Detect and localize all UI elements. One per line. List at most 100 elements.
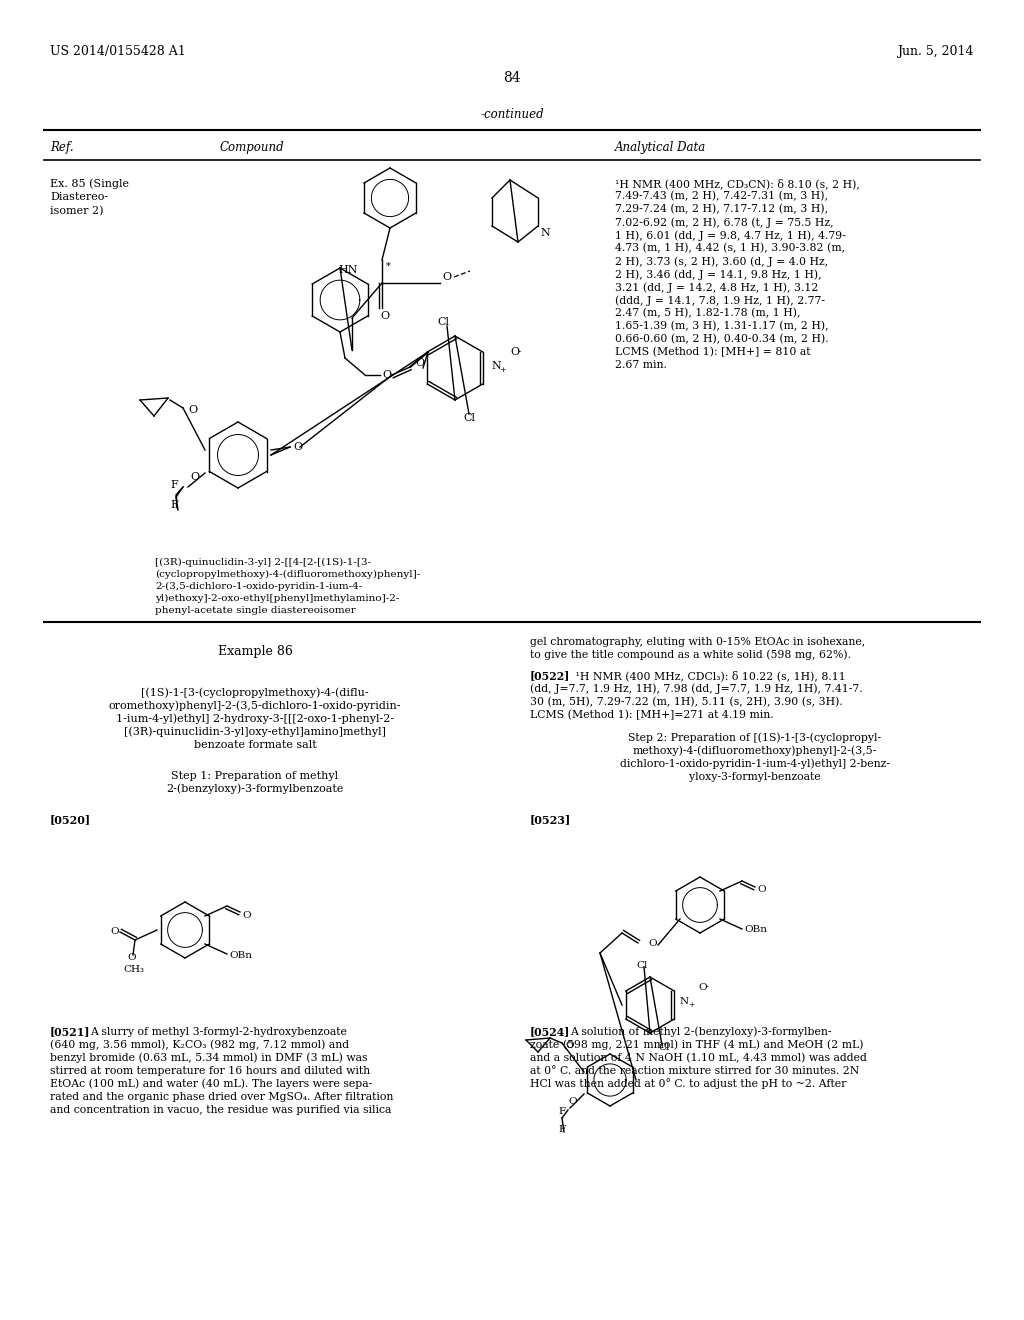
Text: A slurry of methyl 3-formyl-2-hydroxybenzoate: A slurry of methyl 3-formyl-2-hydroxyben… — [90, 1027, 347, 1038]
Text: O: O — [415, 358, 424, 368]
Text: O: O — [381, 312, 389, 321]
Text: 2-(benzyloxy)-3-formylbenzoate: 2-(benzyloxy)-3-formylbenzoate — [166, 784, 344, 795]
Text: gel chromatography, eluting with 0-15% EtOAc in isohexane,: gel chromatography, eluting with 0-15% E… — [530, 638, 865, 647]
Text: CH₃: CH₃ — [123, 965, 144, 974]
Text: 1-ium-4-yl)ethyl] 2-hydroxy-3-[[[2-oxo-1-phenyl-2-: 1-ium-4-yl)ethyl] 2-hydroxy-3-[[[2-oxo-1… — [116, 714, 394, 725]
Text: Step 2: Preparation of [(1S)-1-[3-(cyclopropyl-: Step 2: Preparation of [(1S)-1-[3-(cyclo… — [629, 733, 882, 743]
Text: Analytical Data: Analytical Data — [615, 141, 707, 154]
Text: isomer 2): isomer 2) — [50, 206, 103, 216]
Text: 7.02-6.92 (m, 2 H), 6.78 (t, J = 75.5 Hz,: 7.02-6.92 (m, 2 H), 6.78 (t, J = 75.5 Hz… — [615, 216, 834, 227]
Text: Cl: Cl — [437, 317, 449, 327]
Text: 1.65-1.39 (m, 3 H), 1.31-1.17 (m, 2 H),: 1.65-1.39 (m, 3 H), 1.31-1.17 (m, 2 H), — [615, 321, 828, 331]
Text: +: + — [688, 1001, 694, 1008]
Text: [0522]: [0522] — [530, 671, 570, 681]
Text: methoxy)-4-(difluoromethoxy)phenyl]-2-(3,5-: methoxy)-4-(difluoromethoxy)phenyl]-2-(3… — [633, 746, 878, 756]
Text: dichloro-1-oxido-pyridin-1-ium-4-yl)ethyl] 2-benz-: dichloro-1-oxido-pyridin-1-ium-4-yl)ethy… — [620, 759, 890, 770]
Text: at 0° C. and the reaction mixture stirred for 30 minutes. 2N: at 0° C. and the reaction mixture stirre… — [530, 1067, 859, 1076]
Text: O: O — [293, 442, 302, 451]
Text: benzoate formate salt: benzoate formate salt — [194, 741, 316, 750]
Text: -: - — [706, 982, 709, 991]
Text: O: O — [382, 370, 391, 380]
Text: 2 H), 3.73 (s, 2 H), 3.60 (d, J = 4.0 Hz,: 2 H), 3.73 (s, 2 H), 3.60 (d, J = 4.0 Hz… — [615, 256, 828, 267]
Text: [0520]: [0520] — [50, 814, 91, 825]
Text: O: O — [442, 272, 452, 282]
Text: Example 86: Example 86 — [217, 645, 293, 659]
Text: and concentration in vacuo, the residue was purified via silica: and concentration in vacuo, the residue … — [50, 1105, 391, 1115]
Text: [(1S)-1-[3-(cyclopropylmethoxy)-4-(diflu-: [(1S)-1-[3-(cyclopropylmethoxy)-4-(diflu… — [141, 688, 369, 698]
Text: [0524]: [0524] — [530, 1027, 570, 1038]
Text: phenyl-acetate single diastereoisomer: phenyl-acetate single diastereoisomer — [155, 606, 355, 615]
Text: Cl: Cl — [463, 413, 475, 422]
Text: Ex. 85 (Single: Ex. 85 (Single — [50, 178, 129, 189]
Text: Compound: Compound — [220, 141, 285, 154]
Text: oromethoxy)phenyl]-2-(3,5-dichloro-1-oxido-pyridin-: oromethoxy)phenyl]-2-(3,5-dichloro-1-oxi… — [109, 701, 401, 711]
Text: (dd, J=7.7, 1.9 Hz, 1H), 7.98 (dd, J=7.7, 1.9 Hz, 1H), 7.41-7.: (dd, J=7.7, 1.9 Hz, 1H), 7.98 (dd, J=7.7… — [530, 684, 862, 694]
Text: N: N — [680, 997, 689, 1006]
Text: [0523]: [0523] — [530, 814, 571, 825]
Text: HCl was then added at 0° C. to adjust the pH to ~2. After: HCl was then added at 0° C. to adjust th… — [530, 1078, 847, 1089]
Text: *: * — [386, 261, 391, 271]
Text: LCMS (Method 1): [MH+]=271 at 4.19 min.: LCMS (Method 1): [MH+]=271 at 4.19 min. — [530, 710, 773, 721]
Text: zoate (598 mg, 2.21 mmol) in THF (4 mL) and MeOH (2 mL): zoate (598 mg, 2.21 mmol) in THF (4 mL) … — [530, 1040, 863, 1051]
Text: 0.66-0.60 (m, 2 H), 0.40-0.34 (m, 2 H).: 0.66-0.60 (m, 2 H), 0.40-0.34 (m, 2 H). — [615, 334, 828, 345]
Text: [(3R)-quinuclidin-3-yl]oxy-ethyl]amino]methyl]: [(3R)-quinuclidin-3-yl]oxy-ethyl]amino]m… — [124, 727, 386, 738]
Text: Ref.: Ref. — [50, 141, 74, 154]
Text: Cl: Cl — [636, 961, 647, 969]
Text: Cl: Cl — [658, 1043, 670, 1052]
Text: A solution of methyl 2-(benzyloxy)-3-formylben-: A solution of methyl 2-(benzyloxy)-3-for… — [570, 1027, 831, 1038]
Text: 7.49-7.43 (m, 2 H), 7.42-7.31 (m, 3 H),: 7.49-7.43 (m, 2 H), 7.42-7.31 (m, 3 H), — [615, 191, 828, 202]
Text: 30 (m, 5H), 7.29-7.22 (m, 1H), 5.11 (s, 2H), 3.90 (s, 3H).: 30 (m, 5H), 7.29-7.22 (m, 1H), 5.11 (s, … — [530, 697, 843, 708]
Text: US 2014/0155428 A1: US 2014/0155428 A1 — [50, 45, 185, 58]
Text: O: O — [188, 405, 198, 414]
Text: [0521]: [0521] — [50, 1027, 90, 1038]
Text: benzyl bromide (0.63 mL, 5.34 mmol) in DMF (3 mL) was: benzyl bromide (0.63 mL, 5.34 mmol) in D… — [50, 1053, 368, 1064]
Text: 2.67 min.: 2.67 min. — [615, 360, 667, 370]
Text: O: O — [648, 939, 656, 948]
Text: O: O — [568, 1097, 577, 1106]
Text: OBn: OBn — [229, 950, 252, 960]
Text: F: F — [558, 1126, 565, 1134]
Text: 2-(3,5-dichloro-1-oxido-pyridin-1-ium-4-: 2-(3,5-dichloro-1-oxido-pyridin-1-ium-4- — [155, 582, 362, 591]
Text: 7.29-7.24 (m, 2 H), 7.17-7.12 (m, 3 H),: 7.29-7.24 (m, 2 H), 7.17-7.12 (m, 3 H), — [615, 205, 828, 214]
Text: EtOAc (100 mL) and water (40 mL). The layers were sepa-: EtOAc (100 mL) and water (40 mL). The la… — [50, 1078, 373, 1089]
Text: -: - — [518, 347, 521, 356]
Text: O: O — [242, 911, 251, 920]
Text: Diastereo-: Diastereo- — [50, 191, 109, 202]
Text: (ddd, J = 14.1, 7.8, 1.9 Hz, 1 H), 2.77-: (ddd, J = 14.1, 7.8, 1.9 Hz, 1 H), 2.77- — [615, 294, 825, 305]
Text: +: + — [499, 366, 506, 374]
Text: yloxy-3-formyl-benzoate: yloxy-3-formyl-benzoate — [689, 772, 821, 781]
Text: [(3R)-quinuclidin-3-yl] 2-[[4-[2-[(1S)-1-[3-: [(3R)-quinuclidin-3-yl] 2-[[4-[2-[(1S)-1… — [155, 558, 371, 568]
Text: stirred at room temperature for 16 hours and diluted with: stirred at room temperature for 16 hours… — [50, 1067, 370, 1076]
Text: LCMS (Method 1): [MH+] = 810 at: LCMS (Method 1): [MH+] = 810 at — [615, 347, 811, 358]
Text: O: O — [110, 928, 119, 936]
Text: 2.47 (m, 5 H), 1.82-1.78 (m, 1 H),: 2.47 (m, 5 H), 1.82-1.78 (m, 1 H), — [615, 308, 801, 318]
Text: O: O — [127, 953, 135, 962]
Text: O: O — [190, 473, 199, 482]
Text: Jun. 5, 2014: Jun. 5, 2014 — [897, 45, 974, 58]
Text: 3.21 (dd, J = 14.2, 4.8 Hz, 1 H), 3.12: 3.21 (dd, J = 14.2, 4.8 Hz, 1 H), 3.12 — [615, 282, 818, 293]
Text: ¹H NMR (400 MHz, CD₃CN): δ 8.10 (s, 2 H),: ¹H NMR (400 MHz, CD₃CN): δ 8.10 (s, 2 H)… — [615, 178, 860, 189]
Text: O: O — [757, 886, 766, 895]
Text: Step 1: Preparation of methyl: Step 1: Preparation of methyl — [171, 771, 339, 781]
Text: 84: 84 — [503, 71, 521, 84]
Text: and a solution of 4 N NaOH (1.10 mL, 4.43 mmol) was added: and a solution of 4 N NaOH (1.10 mL, 4.4… — [530, 1053, 867, 1063]
Text: F: F — [170, 500, 178, 510]
Text: 1 H), 6.01 (dd, J = 9.8, 4.7 Hz, 1 H), 4.79-: 1 H), 6.01 (dd, J = 9.8, 4.7 Hz, 1 H), 4… — [615, 230, 846, 240]
Text: 4.73 (m, 1 H), 4.42 (s, 1 H), 3.90-3.82 (m,: 4.73 (m, 1 H), 4.42 (s, 1 H), 3.90-3.82 … — [615, 243, 845, 253]
Text: to give the title compound as a white solid (598 mg, 62%).: to give the title compound as a white so… — [530, 649, 851, 660]
Text: F: F — [170, 480, 178, 490]
Text: O: O — [698, 982, 707, 991]
Text: yl)ethoxy]-2-oxo-ethyl[phenyl]methylamino]-2-: yl)ethoxy]-2-oxo-ethyl[phenyl]methylamin… — [155, 594, 399, 603]
Text: N: N — [490, 360, 501, 371]
Text: O: O — [510, 347, 519, 356]
Text: -continued: -continued — [480, 108, 544, 121]
Text: OBn: OBn — [744, 925, 767, 935]
Text: F: F — [558, 1107, 565, 1117]
Text: O: O — [565, 1041, 573, 1051]
Text: 2 H), 3.46 (dd, J = 14.1, 9.8 Hz, 1 H),: 2 H), 3.46 (dd, J = 14.1, 9.8 Hz, 1 H), — [615, 269, 821, 280]
Text: ¹H NMR (400 MHz, CDCl₃): δ 10.22 (s, 1H), 8.11: ¹H NMR (400 MHz, CDCl₃): δ 10.22 (s, 1H)… — [572, 671, 846, 681]
Text: N: N — [540, 228, 550, 238]
Text: HN: HN — [338, 265, 357, 275]
Text: (cyclopropylmethoxy)-4-(difluoromethoxy)phenyl]-: (cyclopropylmethoxy)-4-(difluoromethoxy)… — [155, 570, 420, 579]
Text: (640 mg, 3.56 mmol), K₂CO₃ (982 mg, 7.12 mmol) and: (640 mg, 3.56 mmol), K₂CO₃ (982 mg, 7.12… — [50, 1040, 349, 1051]
